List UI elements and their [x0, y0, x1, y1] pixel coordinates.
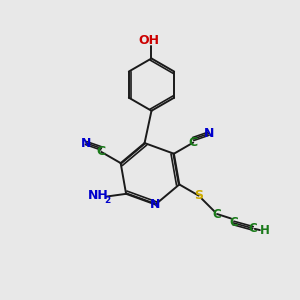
Text: 2: 2	[104, 196, 111, 205]
Text: NH: NH	[88, 188, 109, 202]
Text: N: N	[81, 136, 91, 149]
Text: N: N	[150, 198, 161, 211]
Text: C: C	[97, 146, 106, 158]
Text: C: C	[229, 216, 238, 230]
Text: C: C	[248, 222, 257, 235]
Text: S: S	[194, 189, 203, 202]
Text: H: H	[260, 224, 270, 237]
Text: C: C	[213, 208, 221, 220]
Text: C: C	[189, 136, 198, 149]
Text: OH: OH	[139, 34, 160, 46]
Text: N: N	[203, 127, 214, 140]
